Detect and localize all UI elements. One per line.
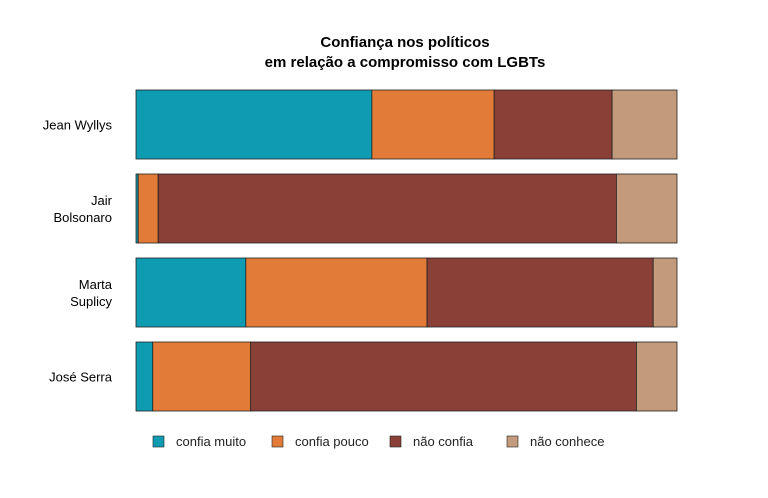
category-label: Jair [91, 193, 113, 208]
category-label: Marta [79, 277, 113, 292]
bar-segment-confia-muito [135, 341, 154, 412]
chart-title-line-2: em relação a compromisso com LGBTs [265, 54, 546, 71]
bar-segment-confia-pouco [152, 341, 252, 412]
legend-swatch [389, 435, 402, 448]
bar-segment-não-confia [426, 257, 654, 328]
category-label: José Serra [49, 370, 113, 385]
bar-segment-não-conhece [652, 257, 678, 328]
bar-segment-não-confia [250, 341, 637, 412]
bar-segment-não-confia [157, 173, 617, 244]
bar-segment-confia-pouco [371, 89, 495, 160]
bar-segment-confia-pouco [137, 173, 159, 244]
category-label: Suplicy [70, 294, 112, 309]
legend-swatch [152, 435, 165, 448]
category-label: Bolsonaro [53, 210, 112, 225]
bar-segment-não-conhece [611, 89, 678, 160]
bar-segment-não-confia [493, 89, 613, 160]
legend-label: confia pouco [295, 434, 369, 449]
bar-segment-confia-muito [135, 257, 247, 328]
bar-segment-confia-pouco [245, 257, 428, 328]
legend-swatch [506, 435, 519, 448]
bar-segment-não-conhece [636, 341, 678, 412]
category-label: Jean Wyllys [43, 118, 113, 133]
chart-title-line-1: Confiança nos políticos [320, 34, 489, 51]
legend-label: não confia [413, 434, 474, 449]
legend-label: confia muito [176, 434, 246, 449]
legend-swatch [271, 435, 284, 448]
bar-segment-não-conhece [616, 173, 678, 244]
legend-label: não conhece [530, 434, 604, 449]
bar-segment-confia-muito [135, 89, 373, 160]
